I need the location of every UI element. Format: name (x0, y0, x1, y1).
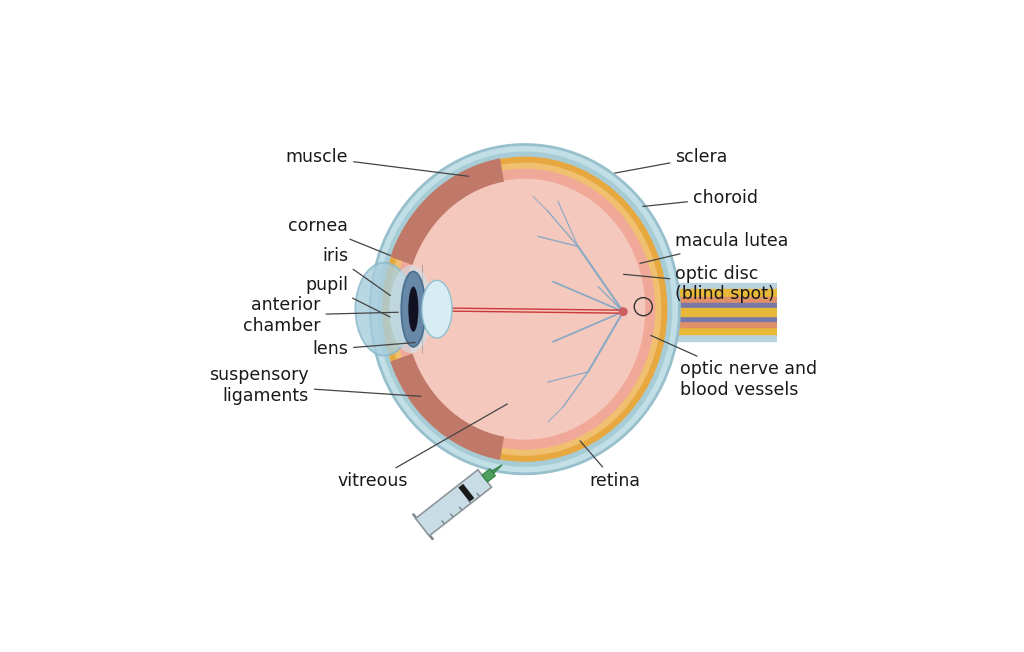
Text: cornea: cornea (288, 217, 390, 256)
Text: pupil: pupil (305, 276, 390, 317)
Text: sclera: sclera (614, 148, 728, 173)
Polygon shape (416, 470, 492, 536)
Ellipse shape (389, 265, 432, 353)
Ellipse shape (355, 263, 413, 355)
Text: anterior
chamber: anterior chamber (243, 296, 398, 334)
Ellipse shape (409, 287, 419, 332)
Polygon shape (418, 472, 489, 533)
Text: optic nerve and
blood vessels: optic nerve and blood vessels (651, 335, 817, 399)
Ellipse shape (404, 179, 645, 439)
Text: choroid: choroid (643, 188, 758, 207)
Text: optic disc
(blind spot): optic disc (blind spot) (624, 265, 775, 303)
Polygon shape (421, 491, 468, 529)
Polygon shape (459, 484, 474, 502)
Text: iris: iris (322, 248, 390, 295)
Ellipse shape (394, 169, 655, 450)
Text: macula lutea: macula lutea (640, 232, 788, 263)
Text: lens: lens (312, 340, 415, 359)
Ellipse shape (422, 280, 452, 338)
Polygon shape (390, 158, 504, 265)
Circle shape (618, 307, 628, 316)
Polygon shape (390, 353, 504, 460)
Text: muscle: muscle (286, 148, 469, 176)
Polygon shape (413, 514, 433, 540)
Ellipse shape (382, 156, 668, 462)
Ellipse shape (401, 271, 425, 347)
Text: retina: retina (580, 441, 640, 490)
Text: suspensory
ligaments: suspensory ligaments (209, 366, 421, 405)
Text: vitreous: vitreous (338, 404, 507, 490)
Polygon shape (482, 469, 496, 482)
Ellipse shape (388, 162, 662, 456)
Polygon shape (492, 465, 502, 473)
Ellipse shape (370, 145, 680, 474)
Ellipse shape (377, 151, 673, 467)
